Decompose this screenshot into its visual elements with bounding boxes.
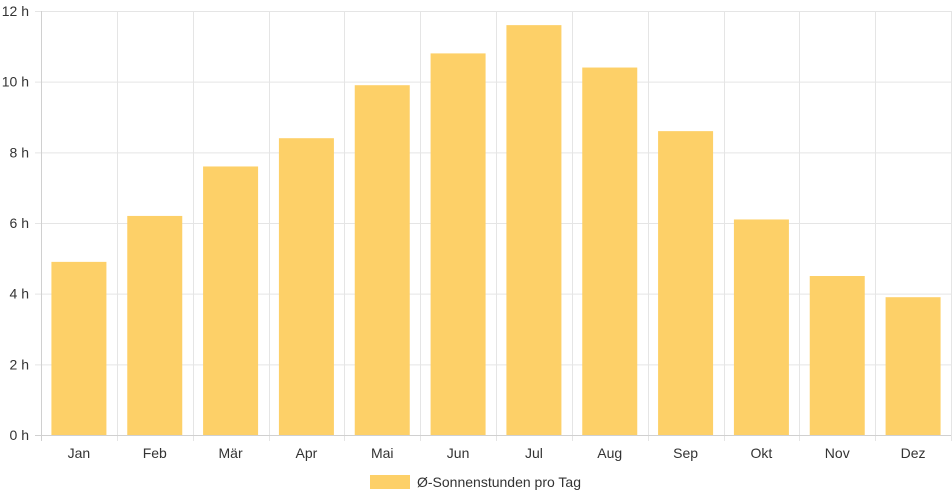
bar-jul[interactable] bbox=[506, 25, 562, 436]
bar-feb[interactable] bbox=[127, 215, 183, 435]
legend-label[interactable]: Ø-Sonnenstunden pro Tag bbox=[417, 474, 581, 490]
x-tick-label: Jul bbox=[525, 445, 543, 461]
bar-dez[interactable] bbox=[885, 297, 941, 435]
legend[interactable]: Ø-Sonnenstunden pro Tag bbox=[370, 474, 581, 490]
bar-jan[interactable] bbox=[51, 261, 107, 435]
x-axis-ticks: Jan Feb Mär Apr Mai Jun Jul Aug Sep Okt Nov Dez bbox=[68, 445, 926, 461]
x-tick-label: Jan bbox=[68, 445, 91, 461]
y-tick-label: 12 h bbox=[2, 3, 29, 19]
bar-apr[interactable] bbox=[278, 138, 334, 435]
bars bbox=[51, 25, 941, 436]
x-tick-label: Mai bbox=[371, 445, 394, 461]
x-tick-label: Dez bbox=[901, 445, 926, 461]
y-tick-label: 6 h bbox=[10, 215, 29, 231]
y-tick-label: 0 h bbox=[10, 427, 29, 443]
axes bbox=[35, 11, 951, 441]
bar-sep[interactable] bbox=[658, 131, 714, 435]
x-tick-label: Nov bbox=[825, 445, 850, 461]
x-tick-label: Aug bbox=[597, 445, 622, 461]
bar-nov[interactable] bbox=[809, 276, 865, 435]
x-tick-label: Sep bbox=[673, 445, 698, 461]
bar-mär[interactable] bbox=[203, 166, 259, 435]
bar-mai[interactable] bbox=[354, 85, 410, 435]
x-tick-label: Mär bbox=[219, 445, 243, 461]
legend-swatch[interactable] bbox=[370, 475, 410, 489]
x-tick-label: Apr bbox=[296, 445, 318, 461]
y-tick-label: 8 h bbox=[10, 144, 29, 160]
y-tick-label: 2 h bbox=[10, 356, 29, 372]
bar-jun[interactable] bbox=[430, 53, 486, 436]
y-tick-label: 10 h bbox=[2, 74, 29, 90]
x-tick-label: Okt bbox=[751, 445, 773, 461]
y-axis-ticks: 0 h 2 h 4 h 6 h 8 h 10 h 12 h bbox=[2, 3, 29, 443]
grid-lines bbox=[35, 11, 952, 441]
bar-aug[interactable] bbox=[582, 67, 638, 436]
bar-okt[interactable] bbox=[733, 219, 789, 435]
x-tick-label: Jun bbox=[447, 445, 470, 461]
x-tick-label: Feb bbox=[143, 445, 167, 461]
y-tick-label: 4 h bbox=[10, 286, 29, 302]
